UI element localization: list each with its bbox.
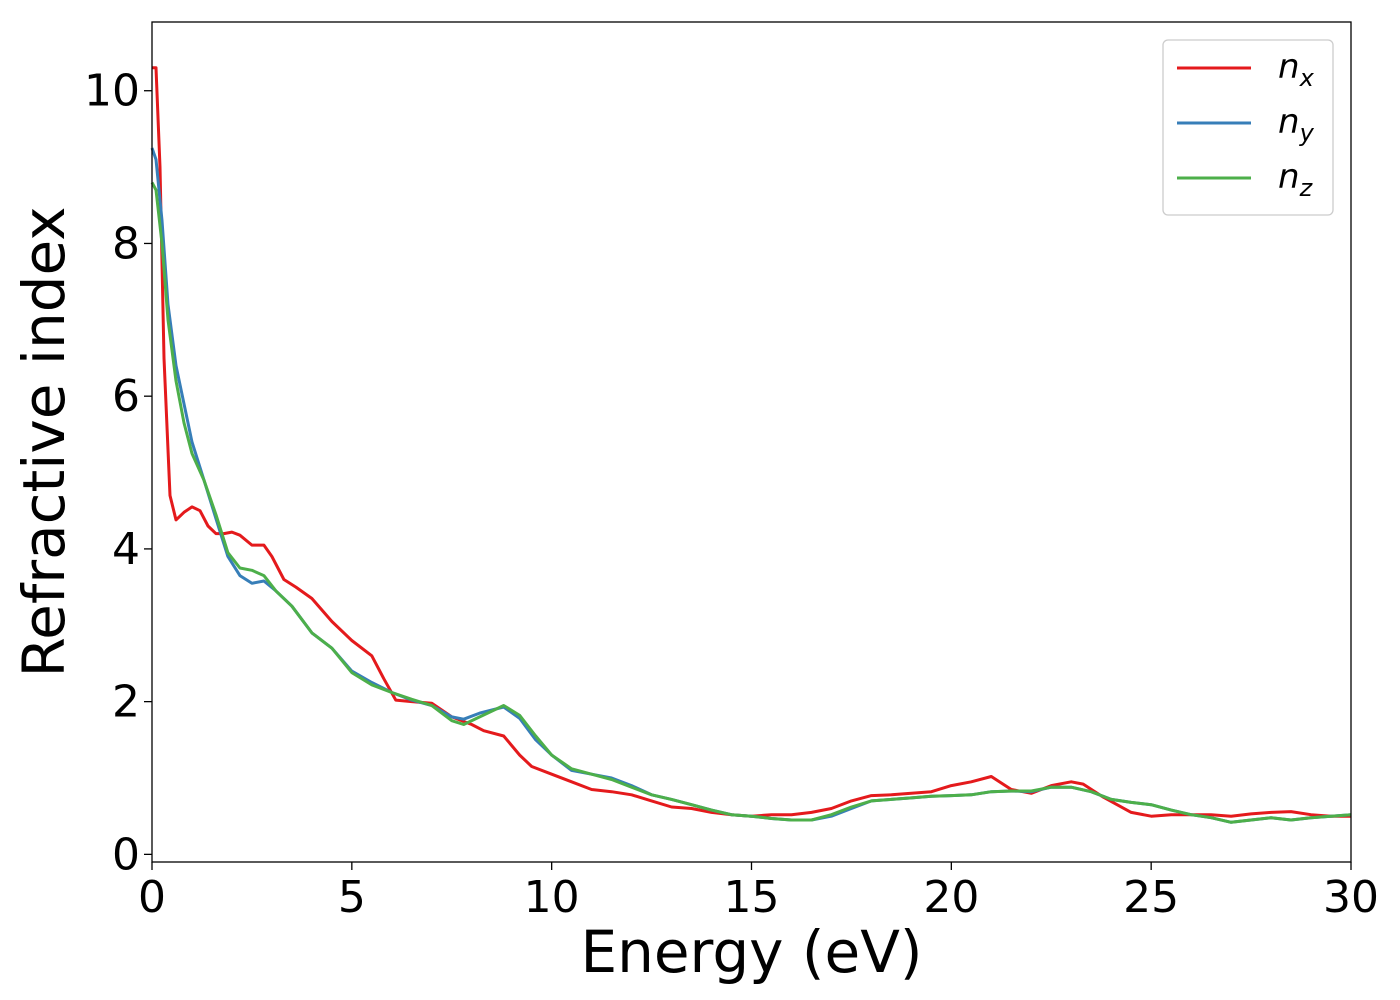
legend-label-z: nz (1278, 157, 1314, 202)
x-tick-label: 25 (1123, 872, 1179, 923)
y-tick-label: 2 (112, 677, 140, 728)
x-axis-ticks: 0 5 10 15 20 25 30 (138, 862, 1379, 923)
legend-label-base: n (1278, 102, 1300, 142)
y-axis-label: Refractive index (10, 206, 78, 677)
legend-label-y: ny (1278, 102, 1315, 147)
x-tick-label: 5 (338, 872, 366, 923)
y-axis-ticks: 0 2 4 6 8 10 (84, 66, 152, 880)
y-tick-label: 0 (112, 829, 140, 880)
y-tick-label: 4 (112, 524, 140, 575)
x-tick-label: 20 (923, 872, 979, 923)
x-tick-label: 15 (724, 872, 780, 923)
y-tick-label: 6 (112, 371, 140, 422)
x-tick-label: 0 (138, 872, 166, 923)
legend-label-base: n (1278, 47, 1300, 87)
x-tick-label: 10 (524, 872, 580, 923)
legend-label-subscript: z (1299, 174, 1314, 202)
y-tick-label: 10 (84, 66, 140, 117)
legend-label-x: nx (1278, 47, 1315, 92)
legend-label-base: n (1278, 157, 1300, 197)
legend-label-subscript: y (1299, 119, 1315, 147)
series-line-n-z (150, 181, 1352, 824)
y-tick-label: 8 (112, 218, 140, 269)
x-tick-label: 30 (1323, 872, 1379, 923)
legend-box (1162, 39, 1334, 216)
x-axis-label: Energy (eV) (580, 918, 922, 986)
legend-label-subscript: x (1299, 64, 1315, 92)
series-layer (150, 66, 1352, 824)
